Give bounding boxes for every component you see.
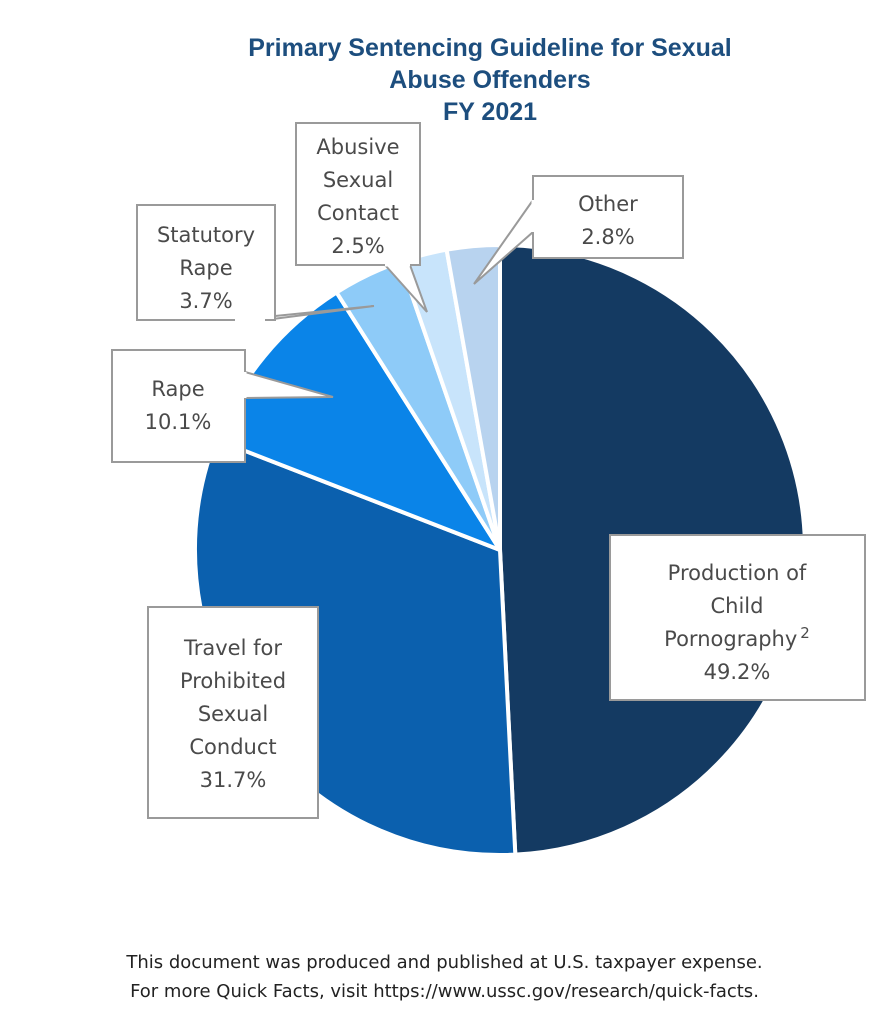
- slice-value-label: 49.2%: [704, 660, 771, 684]
- slice-category-label: Other: [578, 192, 638, 216]
- slice-category-label: Travel for: [183, 636, 282, 660]
- pie-slice: [444, 243, 502, 552]
- callout-box: [136, 204, 276, 321]
- slice-value-label: 31.7%: [200, 768, 267, 792]
- callout-label: Statutory Rape 3.7%: [136, 204, 375, 322]
- slice-category-label: Contact: [317, 201, 399, 225]
- slice-category-label: Sexual: [198, 702, 268, 726]
- slice-category-label: Production of: [668, 561, 807, 585]
- callout-box: [147, 606, 319, 819]
- footer-line: For more Quick Facts, visit https://www.…: [130, 981, 759, 1002]
- callout-label: Abusive Sexual Contact 2.5%: [295, 122, 428, 313]
- callout-box: [111, 349, 246, 463]
- chart-title: Primary Sentencing Guideline for Sexual …: [150, 32, 830, 128]
- chart-title-line: FY 2021: [442, 98, 538, 126]
- slice-category-label: Sexual: [323, 168, 393, 192]
- slice-value-label: 2.8%: [581, 225, 634, 249]
- slice-category-label: Prohibited: [180, 669, 286, 693]
- slice-value-label: 10.1%: [145, 410, 212, 434]
- slice-category-label: Rape: [179, 256, 232, 280]
- callout-box: [609, 534, 866, 701]
- slice-category-label: Pornography 2: [664, 624, 810, 651]
- slice-category-label: Conduct: [189, 735, 276, 759]
- callout-label: Production of Child Pornography 2 49.2%: [609, 534, 866, 701]
- slice-value-label: 3.7%: [179, 289, 232, 313]
- chart-title-line: Abuse Offenders: [389, 66, 591, 94]
- slice-category-label: Abusive: [316, 135, 399, 159]
- footnote-superscript: 2: [800, 624, 810, 642]
- callout-box: [295, 122, 421, 266]
- callout-label: Rape 10.1%: [111, 349, 334, 463]
- footer-note: This document was produced and published…: [0, 948, 889, 1006]
- chart-title-line: Primary Sentencing Guideline for Sexual: [248, 34, 732, 62]
- callout-label: Travel for Prohibited Sexual Conduct 31.7%: [147, 606, 319, 819]
- callout-box: [532, 175, 684, 259]
- slice-value-label: 2.5%: [331, 234, 384, 258]
- slice-category-label: Rape: [151, 377, 204, 401]
- slice-category-label: Child: [711, 594, 764, 618]
- callout-label: Other 2.8%: [473, 175, 684, 285]
- slice-category-label: Statutory: [157, 223, 255, 247]
- footer-line: This document was produced and published…: [126, 952, 763, 973]
